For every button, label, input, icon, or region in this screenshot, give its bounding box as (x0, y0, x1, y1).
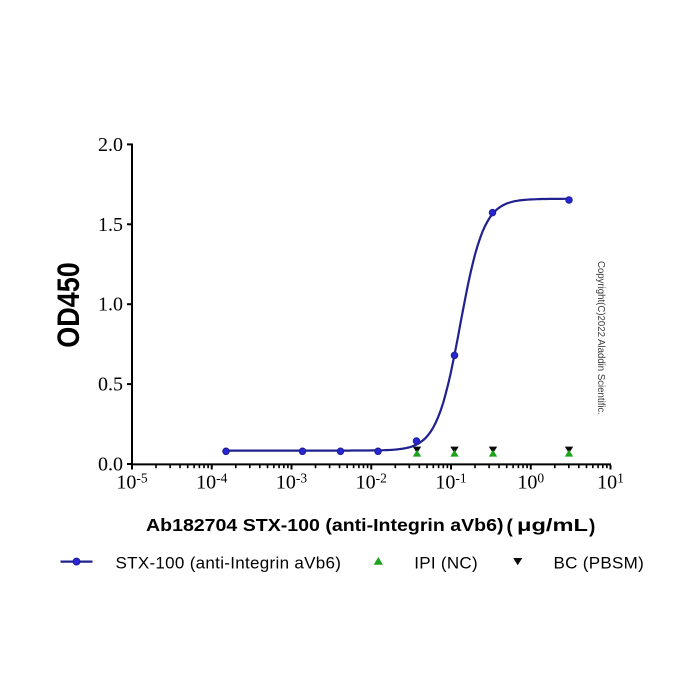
svg-text:1.0: 1.0 (98, 294, 123, 316)
svg-text:STX-100 (anti-Integrin aVb6): STX-100 (anti-Integrin aVb6) (116, 554, 342, 573)
svg-text:Copyright(C)2022 Aladdin Scien: Copyright(C)2022 Aladdin Scientific. (595, 261, 607, 415)
svg-text:Ab182704 STX-100 (anti-Integri: Ab182704 STX-100 (anti-Integrin aVb6) (146, 515, 504, 535)
svg-text:0.5: 0.5 (98, 374, 123, 396)
svg-text:BC (PBSM): BC (PBSM) (554, 554, 645, 573)
svg-text:OD450: OD450 (50, 262, 86, 348)
svg-text:(: ( (507, 517, 514, 538)
svg-text:2.0: 2.0 (98, 134, 123, 156)
svg-text:1.5: 1.5 (98, 214, 123, 236)
svg-text:): ) (589, 517, 595, 538)
svg-text:μg/mL: μg/mL (517, 515, 588, 535)
svg-text:0.0: 0.0 (98, 454, 123, 476)
svg-text:IPI (NC): IPI (NC) (414, 554, 478, 573)
